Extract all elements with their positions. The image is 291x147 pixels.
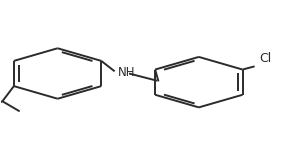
Text: NH: NH [118,66,136,79]
Text: Cl: Cl [259,52,272,65]
